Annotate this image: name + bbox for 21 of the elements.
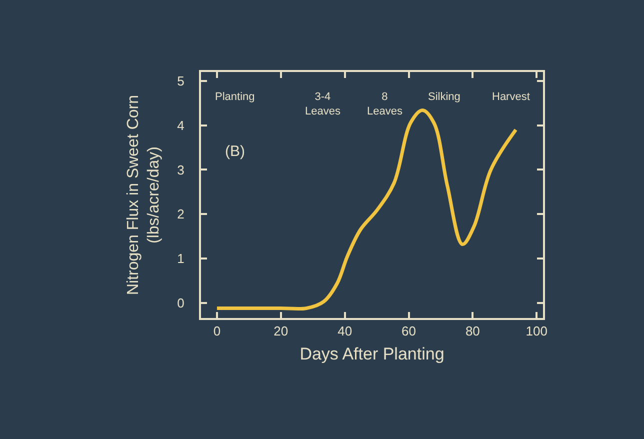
y-tick-label: 5 — [177, 73, 184, 88]
y-tick-label: 4 — [177, 118, 184, 133]
x-tick-label: 60 — [402, 324, 416, 339]
x-tick-label: 80 — [465, 324, 480, 339]
annotation: Planting — [215, 91, 255, 103]
y-axis-title: Nitrogen Flux in Sweet Corn (lbs/acre/day) — [124, 94, 163, 296]
x-tick-label: 0 — [213, 324, 221, 339]
y-tick-label: 1 — [177, 251, 184, 266]
y-tick-label: 2 — [177, 206, 184, 222]
annotation: Harvest — [492, 91, 530, 103]
x-tick-label: 100 — [526, 324, 548, 339]
x-tick-label: 20 — [274, 324, 288, 339]
line-series — [215, 108, 518, 311]
annotation: 8 Leaves — [367, 91, 403, 118]
annotation: 3-4 Leaves — [305, 91, 341, 118]
annotation: Silking — [428, 91, 460, 103]
y-tick-label: 3 — [177, 162, 184, 178]
x-axis-title: Days After Planting — [300, 344, 444, 364]
x-tick-label: 40 — [338, 324, 352, 339]
annotation: (B) — [225, 143, 245, 160]
y-tick-label: 0 — [177, 295, 184, 310]
